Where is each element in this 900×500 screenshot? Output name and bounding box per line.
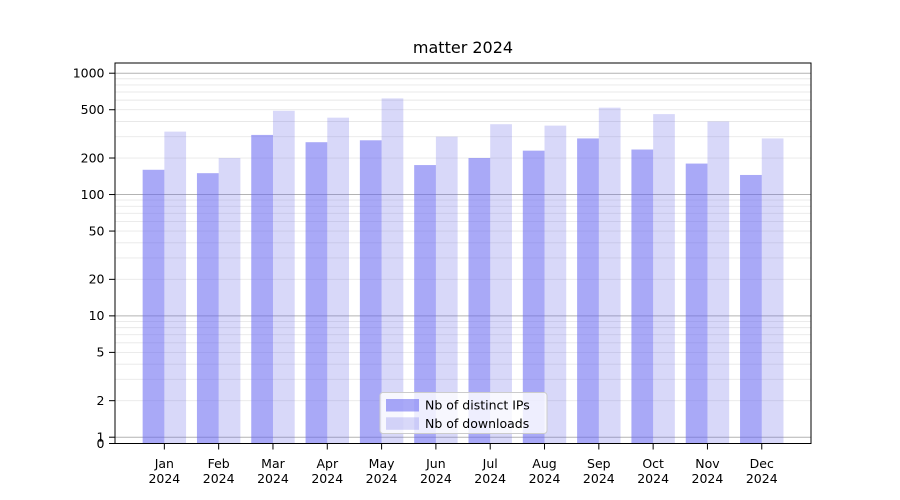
bar-distinct-ips-mar [251, 134, 273, 444]
bar-distinct-ips-aug [522, 150, 545, 444]
x-tick-label-month: Jan [154, 456, 174, 471]
plot-frame [114, 62, 812, 444]
bar-downloads-dec [761, 138, 784, 444]
x-tick-label-month: Apr [316, 456, 338, 471]
x-tick-label-month: Feb [208, 456, 230, 471]
x-tick-label-year: 2024 [474, 471, 506, 486]
bar-distinct-ips-jan [142, 169, 165, 444]
x-tick-label-month: Mar [261, 456, 285, 471]
bar-downloads-jul [490, 124, 512, 444]
x-tick-label-year: 2024 [311, 471, 343, 486]
chart-title: matter 2024 [413, 38, 513, 57]
x-tick-label-year: 2024 [692, 471, 724, 486]
bar-distinct-ips-oct [631, 149, 654, 444]
x-tick-label-year: 2024 [420, 471, 452, 486]
bar-downloads-oct [653, 114, 675, 444]
bar-downloads-sep [598, 107, 621, 444]
x-tick-label-year: 2024 [203, 471, 235, 486]
bar-downloads-may [381, 98, 404, 444]
bar-distinct-ips-jul [468, 158, 491, 444]
y-tick-label: 20 [89, 272, 105, 287]
bar-downloads-nov [707, 121, 730, 444]
bar-downloads-jun [435, 136, 458, 444]
y-tick-label: 200 [81, 150, 105, 165]
bar-distinct-ips-may [359, 140, 382, 444]
bar-distinct-ips-jun [414, 165, 436, 444]
bar-downloads-mar [272, 110, 295, 444]
x-tick-label-month: Jul [482, 456, 498, 471]
bar-downloads-aug [544, 125, 567, 444]
bar-downloads-apr [327, 117, 349, 444]
bar-distinct-ips-dec [740, 174, 762, 444]
y-tick-label: 1 [97, 430, 105, 445]
x-tick-label-month: Nov [695, 456, 720, 471]
x-tick-label-year: 2024 [529, 471, 561, 486]
axes: 01251020501002005001000Jan2024Feb2024Mar… [73, 62, 812, 486]
legend-box [379, 392, 548, 434]
y-tick-label: 5 [97, 345, 105, 360]
x-tick-label-month: Sep [587, 456, 611, 471]
bar-downloads-jan [164, 131, 187, 444]
legend-swatch-distinct-ips [386, 399, 419, 412]
legend-label-downloads: Nb of downloads [425, 416, 529, 431]
bar-distinct-ips-feb [196, 173, 219, 444]
legend-label-distinct-ips: Nb of distinct IPs [425, 398, 530, 413]
bar-downloads-feb [218, 158, 241, 444]
x-tick-label-year: 2024 [746, 471, 778, 486]
y-tick-label: 500 [81, 102, 105, 117]
x-tick-label-year: 2024 [257, 471, 289, 486]
bar-distinct-ips-nov [685, 163, 708, 444]
legend-swatch-downloads [386, 417, 419, 430]
y-tick-label: 50 [89, 223, 105, 238]
bar-distinct-ips-sep [577, 138, 599, 444]
x-tick-label-month: Dec [750, 456, 774, 471]
y-tick-label: 100 [81, 187, 105, 202]
x-tick-label-year: 2024 [637, 471, 669, 486]
x-tick-label-year: 2024 [148, 471, 180, 486]
x-tick-label-month: Aug [532, 456, 556, 471]
x-tick-label-year: 2024 [366, 471, 398, 486]
legend: Nb of distinct IPs Nb of downloads [379, 392, 548, 434]
y-tick-label: 0 [97, 436, 105, 451]
x-tick-label-month: May [369, 456, 395, 471]
y-tick-label: 2 [97, 393, 105, 408]
y-tick-label: 1000 [73, 66, 105, 81]
y-tick-label: 10 [89, 308, 105, 323]
bar-distinct-ips-apr [305, 142, 328, 444]
bars [142, 98, 784, 444]
x-tick-label-year: 2024 [583, 471, 615, 486]
x-tick-label-month: Oct [642, 456, 664, 471]
x-tick-label-month: Jun [425, 456, 446, 471]
